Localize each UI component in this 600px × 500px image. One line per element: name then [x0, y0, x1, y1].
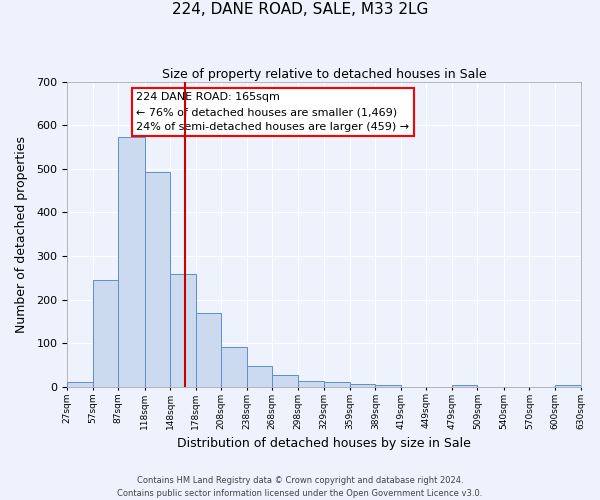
Text: 224, DANE ROAD, SALE, M33 2LG: 224, DANE ROAD, SALE, M33 2LG — [172, 2, 428, 18]
Bar — [67, 382, 93, 386]
Bar — [376, 384, 401, 386]
Text: Contains HM Land Registry data © Crown copyright and database right 2024.
Contai: Contains HM Land Registry data © Crown c… — [118, 476, 482, 498]
Bar — [145, 172, 170, 386]
Bar — [247, 366, 272, 386]
Bar — [298, 381, 324, 386]
Bar — [350, 384, 376, 386]
Bar — [93, 280, 118, 386]
Text: 224 DANE ROAD: 165sqm
← 76% of detached houses are smaller (1,469)
24% of semi-d: 224 DANE ROAD: 165sqm ← 76% of detached … — [136, 92, 410, 132]
Bar — [170, 274, 196, 386]
Y-axis label: Number of detached properties: Number of detached properties — [15, 136, 28, 332]
Bar — [221, 347, 247, 387]
X-axis label: Distribution of detached houses by size in Sale: Distribution of detached houses by size … — [177, 437, 471, 450]
Bar — [272, 375, 298, 386]
Bar — [196, 312, 221, 386]
Bar — [324, 382, 350, 386]
Title: Size of property relative to detached houses in Sale: Size of property relative to detached ho… — [161, 68, 486, 80]
Bar — [118, 137, 145, 386]
Bar — [452, 385, 478, 386]
